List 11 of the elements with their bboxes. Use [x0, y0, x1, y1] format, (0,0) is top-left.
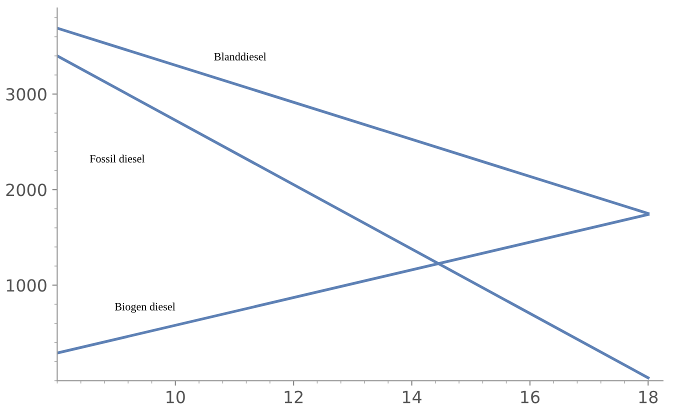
annotation: Biogen diesel — [114, 302, 176, 313]
y-tick-label: 2000 — [6, 184, 46, 196]
annotation: Fossil diesel — [90, 154, 145, 163]
x-tick-label: 16 — [521, 390, 540, 404]
x-tick-label: 14 — [402, 390, 422, 404]
y-tick-label: 1000 — [6, 279, 46, 292]
x-tick-label: 12 — [284, 390, 303, 404]
y-tick-label: 3000 — [6, 88, 46, 101]
annotation: Blanddiesel — [214, 52, 266, 60]
x-tick-label: 18 — [639, 390, 658, 404]
x-tick-label: 10 — [166, 390, 185, 404]
